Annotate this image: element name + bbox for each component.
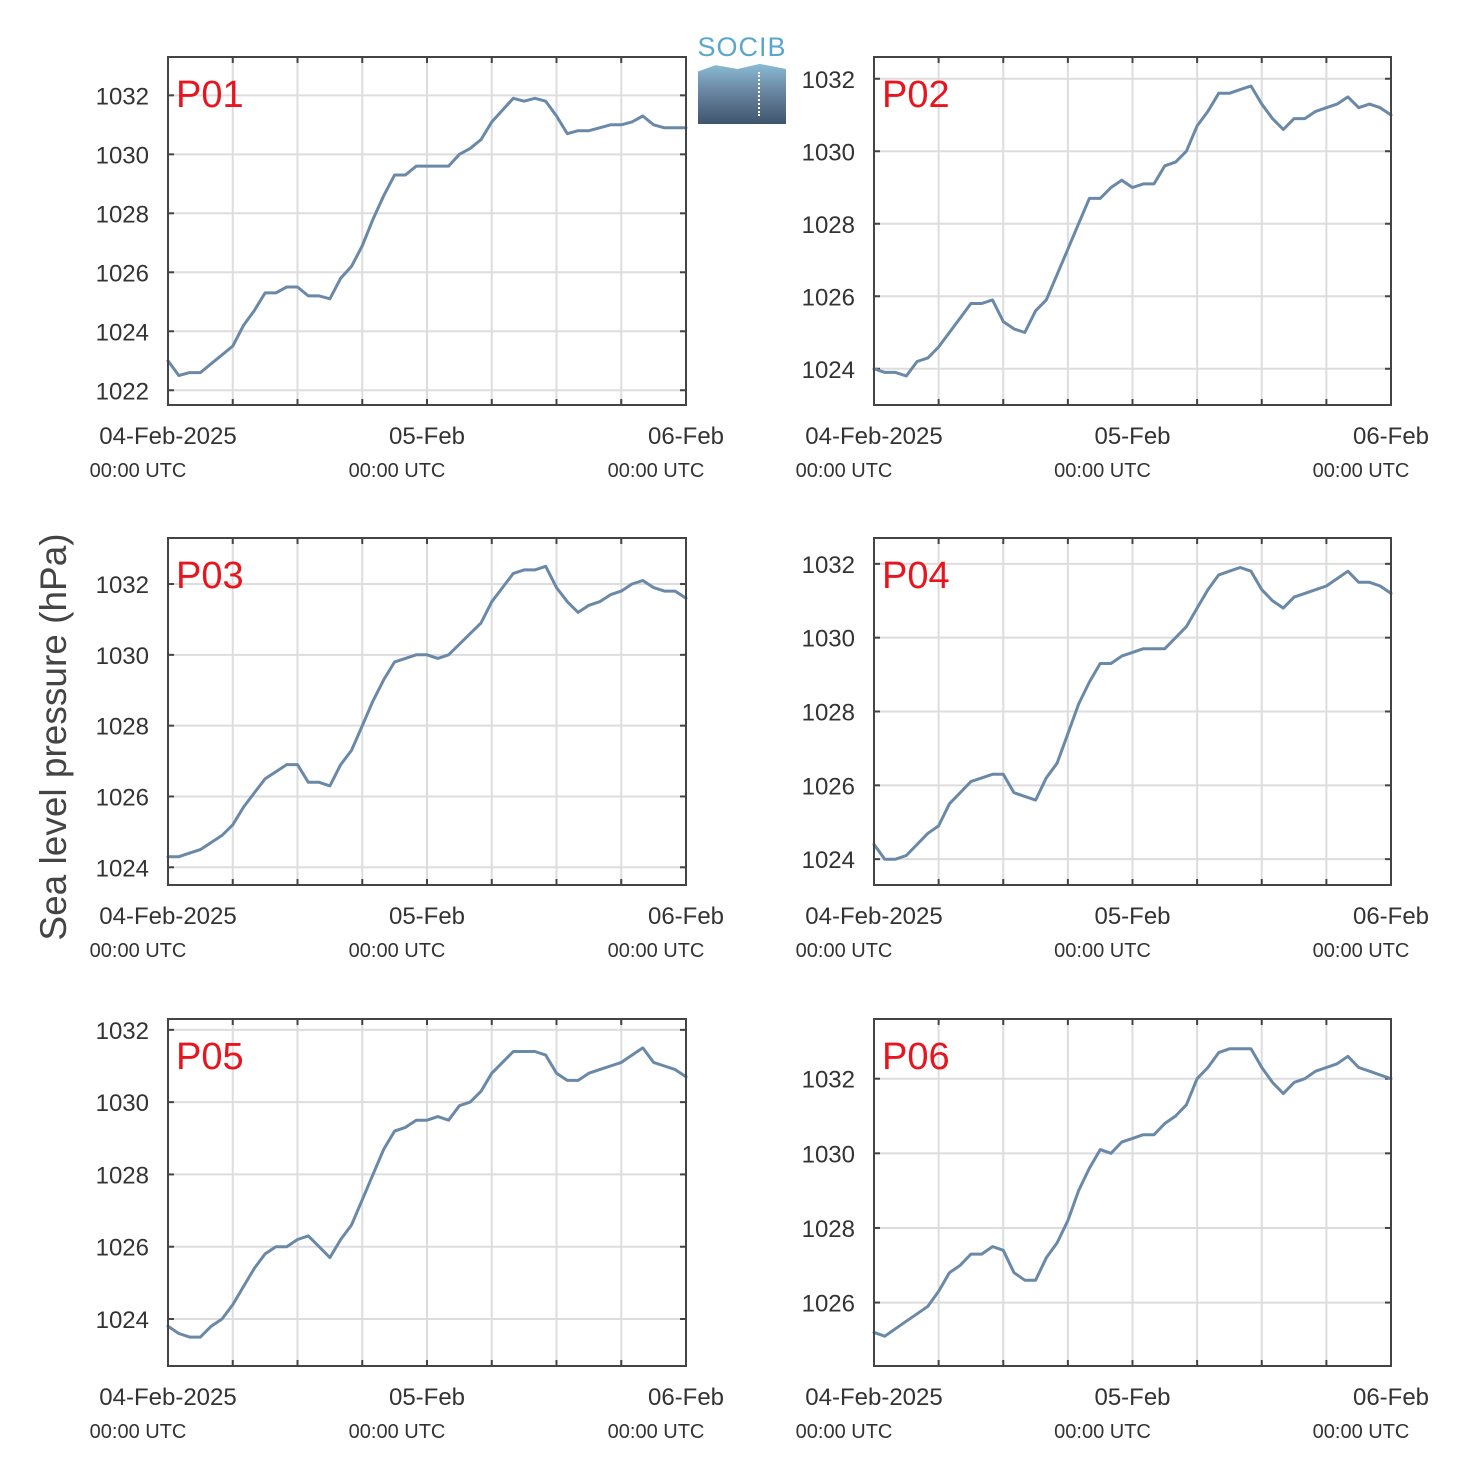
x-tick-label: 05-Feb	[1094, 1384, 1170, 1411]
x-tick-sublabel: 00:00 UTC	[1054, 460, 1151, 482]
x-tick-sublabel: 00:00 UTC	[796, 940, 893, 962]
x-tick-label: 06-Feb	[1353, 1384, 1429, 1411]
y-tick-label: 1030	[802, 1141, 855, 1168]
panel-p05: 1024 1026 1028 1030 1032 04-Feb-2025 00:00 UTC…	[90, 1018, 724, 1443]
x-tick-label: 06-Feb	[1353, 423, 1429, 450]
x-tick-label: 04-Feb-2025	[805, 1384, 942, 1411]
x-tick-sublabel: 00:00 UTC	[90, 1421, 187, 1443]
panel-p02: 1024 1026 1028 1030 1032 04-Feb-2025 00:00 UTC…	[796, 56, 1429, 482]
y-tick-label: 1024	[96, 1307, 149, 1334]
x-tick-label: 05-Feb	[389, 903, 465, 930]
socib-logo-dots	[758, 72, 762, 116]
y-tick-label: 1026	[802, 773, 855, 800]
y-tick-label: 1026	[96, 1235, 149, 1262]
x-tick-label: 04-Feb-2025	[99, 423, 236, 450]
plot-frame	[873, 1018, 1392, 1367]
x-tick-label: 04-Feb-2025	[99, 1384, 236, 1411]
y-tick-label: 1032	[802, 1067, 855, 1094]
panel-label: P01	[176, 74, 244, 116]
series-line-p02	[872, 84, 1393, 378]
x-tick-label: 06-Feb	[648, 1384, 724, 1411]
x-tick-sublabel: 00:00 UTC	[90, 460, 187, 482]
panel-label: P02	[882, 74, 950, 116]
x-tick-sublabel: 00:00 UTC	[608, 460, 705, 482]
y-tick-label: 1024	[96, 319, 149, 346]
y-tick-label: 1030	[96, 1090, 149, 1117]
y-tick-label: 1024	[96, 855, 149, 882]
series-line-p01	[166, 96, 688, 377]
y-tick-label: 1030	[96, 142, 149, 169]
series-line-p06	[872, 1047, 1393, 1338]
panels: 1022 1024 1026 1028 1030 1032 04-Feb-2025 00:00…	[90, 56, 1429, 1443]
x-tick-sublabel: 00:00 UTC	[349, 1421, 446, 1443]
x-tick-label: 04-Feb-2025	[805, 903, 942, 930]
panel-p01: 1022 1024 1026 1028 1030 1032 04-Feb-2025 00:00…	[90, 56, 724, 482]
panel-p06: 1026 1028 1030 1032 04-Feb-2025 00:00 UTC 05-F…	[796, 1018, 1429, 1443]
x-tick-sublabel: 00:00 UTC	[608, 940, 705, 962]
y-tick-label: 1028	[96, 1162, 149, 1189]
x-tick-sublabel: 00:00 UTC	[1054, 1421, 1151, 1443]
plot-frame	[873, 56, 1392, 406]
x-tick-sublabel: 00:00 UTC	[1054, 940, 1151, 962]
y-axis-label: Sea level pressure (hPa)	[33, 533, 74, 940]
x-tick-sublabel: 00:00 UTC	[349, 940, 446, 962]
y-tick-label: 1028	[802, 700, 855, 727]
y-tick-label: 1030	[802, 626, 855, 653]
x-tick-label: 06-Feb	[648, 423, 724, 450]
socib-logo-text: SOCIB	[697, 32, 787, 62]
panel-label: P06	[882, 1036, 950, 1078]
series-line-p05	[166, 1046, 688, 1339]
x-tick-label: 05-Feb	[389, 423, 465, 450]
x-tick-sublabel: 00:00 UTC	[608, 1421, 705, 1443]
x-tick-label: 04-Feb-2025	[805, 423, 942, 450]
x-tick-sublabel: 00:00 UTC	[349, 460, 446, 482]
panel-label: P04	[882, 555, 950, 597]
series-line-p04	[872, 566, 1393, 861]
plot-frame	[873, 537, 1392, 886]
x-tick-sublabel: 00:00 UTC	[796, 460, 893, 482]
y-tick-label: 1032	[802, 552, 855, 579]
x-tick-sublabel: 00:00 UTC	[1313, 940, 1410, 962]
panel-p04: 1024 1026 1028 1030 1032 04-Feb-2025 00:00 UTC…	[796, 537, 1429, 962]
plot-frame	[167, 56, 687, 406]
x-tick-label: 06-Feb	[1353, 903, 1429, 930]
y-tick-label: 1028	[96, 201, 149, 228]
socib-logo: SOCIB	[696, 32, 788, 124]
y-tick-label: 1028	[96, 714, 149, 741]
y-tick-label: 1026	[802, 1291, 855, 1318]
y-tick-label: 1024	[802, 357, 855, 384]
panel-p03: 1024 1026 1028 1030 1032 04-Feb-2025 00:00 UTC…	[90, 537, 724, 962]
y-tick-label: 1032	[802, 67, 855, 94]
socib-logo-graphic	[698, 63, 786, 124]
y-tick-label: 1026	[96, 784, 149, 811]
y-tick-label: 1022	[96, 378, 149, 405]
y-tick-label: 1024	[802, 847, 855, 874]
y-tick-label: 1026	[96, 260, 149, 287]
y-tick-label: 1032	[96, 83, 149, 110]
x-tick-label: 04-Feb-2025	[99, 903, 236, 930]
x-tick-sublabel: 00:00 UTC	[1313, 1421, 1410, 1443]
y-tick-label: 1032	[96, 572, 149, 599]
y-tick-label: 1026	[802, 284, 855, 311]
y-tick-label: 1028	[802, 1216, 855, 1243]
x-tick-sublabel: 00:00 UTC	[796, 1421, 893, 1443]
series-line-p03	[166, 564, 688, 859]
panel-label: P05	[176, 1036, 244, 1078]
y-tick-label: 1030	[802, 139, 855, 166]
y-tick-label: 1030	[96, 643, 149, 670]
x-tick-sublabel: 00:00 UTC	[90, 940, 187, 962]
panel-label: P03	[176, 555, 244, 597]
x-tick-label: 06-Feb	[648, 903, 724, 930]
x-tick-sublabel: 00:00 UTC	[1313, 460, 1410, 482]
plot-frame	[167, 1018, 687, 1367]
x-tick-label: 05-Feb	[1094, 423, 1170, 450]
x-tick-label: 05-Feb	[1094, 903, 1170, 930]
plot-frame	[167, 537, 687, 886]
x-tick-label: 05-Feb	[389, 1384, 465, 1411]
y-tick-label: 1028	[802, 212, 855, 239]
y-tick-label: 1032	[96, 1018, 149, 1045]
